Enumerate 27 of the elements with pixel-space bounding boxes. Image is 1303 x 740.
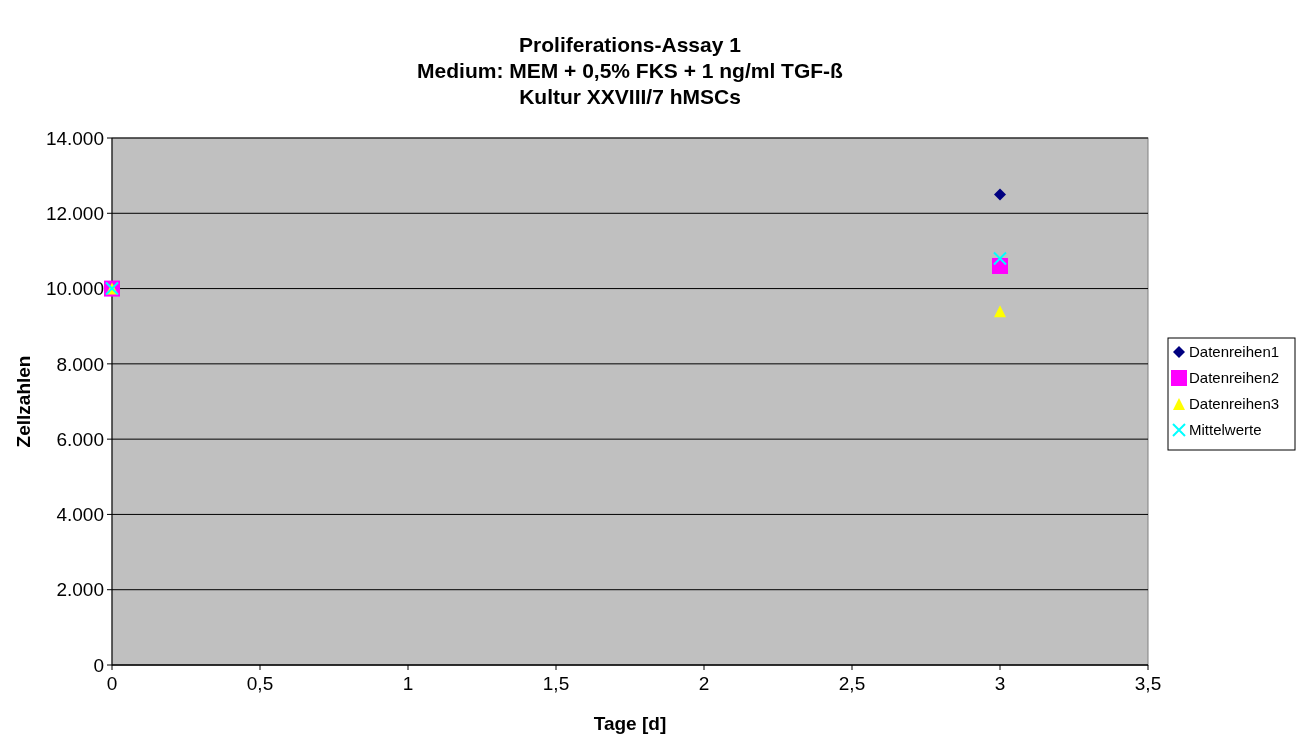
x-tick-label: 1: [402, 673, 414, 694]
y-tick-label: 12.000: [45, 202, 104, 224]
legend-label: Mittelwerte: [1189, 421, 1262, 439]
legend-label: Datenreihen2: [1189, 369, 1280, 387]
x-tick-label: 2,5: [838, 673, 866, 694]
y-tick-label: 6.000: [56, 428, 104, 450]
chart-title: Proliferations-Assay 1 Medium: MEM + 0,5% FKS + 1 ng/ml TGF-ß Kultur XXVIII/7 hMSCs: [417, 33, 844, 108]
x-axis-title: Tage [d]: [593, 713, 667, 734]
y-tick-label: 2.000: [56, 579, 104, 601]
point: [993, 251, 1007, 266]
x-tick-label: 3,5: [1134, 673, 1162, 694]
y-tick-label: 4.000: [56, 504, 104, 526]
y-tick-label: 8.000: [56, 353, 104, 375]
x-tick-label: 0: [106, 673, 118, 694]
y-tick-label: 14.000: [45, 127, 104, 149]
x-tick-label: 1,5: [542, 673, 570, 694]
legend-label: Datenreihen1: [1189, 343, 1280, 361]
y-tick-label: 0: [93, 654, 104, 676]
x-tick-label: 0,5: [246, 673, 274, 694]
y-tick-label: 10.000: [45, 278, 104, 300]
legend-label: Datenreihen3: [1189, 395, 1280, 413]
x-tick-label: 3: [994, 673, 1006, 694]
point: [992, 257, 1008, 274]
point: [994, 305, 1006, 318]
y-axis-title: Zellzahlen: [13, 355, 34, 448]
x-tick-label: 2: [698, 673, 710, 694]
point: [994, 188, 1006, 201]
